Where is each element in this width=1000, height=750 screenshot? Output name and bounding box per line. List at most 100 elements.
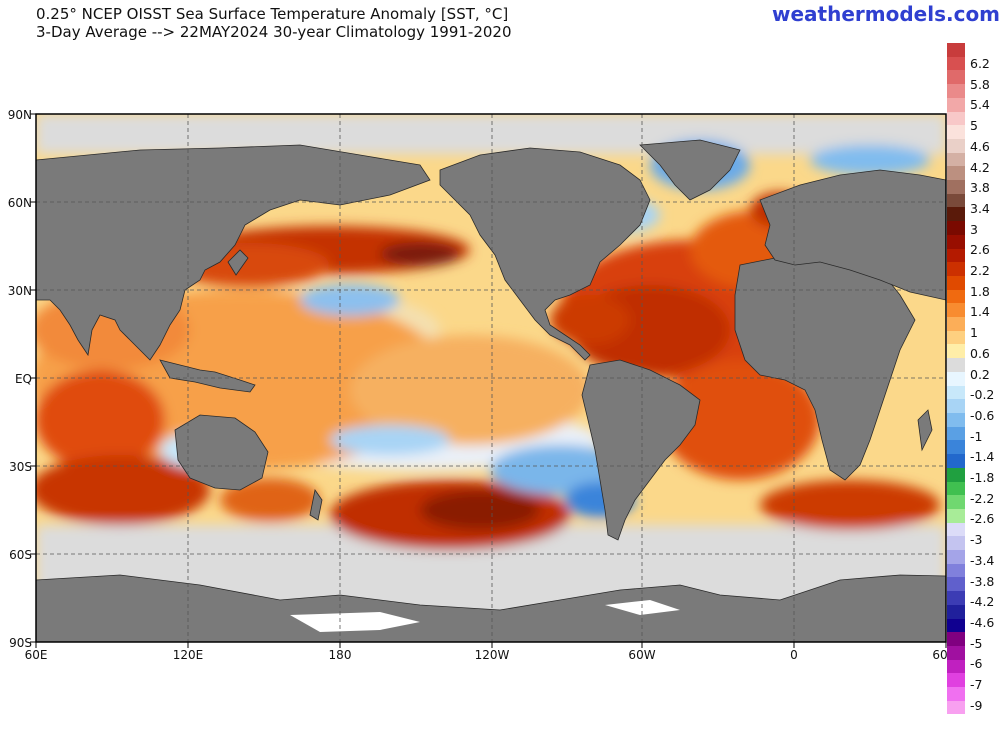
colorbar-swatch <box>947 454 965 468</box>
colorbar-tick-label: -0.6 <box>970 407 995 423</box>
colorbar <box>947 43 965 715</box>
lat-label-60s: 60S <box>9 548 32 562</box>
colorbar-swatch <box>947 563 965 578</box>
colorbar-tick-label: 4.6 <box>970 138 990 154</box>
colorbar-swatch <box>947 371 965 386</box>
colorbar-swatch <box>947 632 965 646</box>
eurasia-landmass <box>36 144 431 361</box>
colorbar-swatch <box>947 577 965 592</box>
lat-label-30s: 30S <box>9 460 32 474</box>
colorbar-swatch <box>947 330 965 345</box>
colorbar-tick-label: -2.2 <box>970 490 995 506</box>
colorbar-swatch <box>947 97 965 112</box>
colorbar-tick-label: -9 <box>970 697 983 713</box>
colorbar-tick-label: -6 <box>970 656 983 672</box>
colorbar-swatch <box>947 84 965 98</box>
colorbar-swatch <box>947 111 965 126</box>
ross-ice-shelf <box>290 612 420 632</box>
graticule <box>36 114 946 642</box>
colorbar-swatch <box>947 125 965 139</box>
colorbar-tick-label: 5.4 <box>970 97 990 113</box>
colorbar-swatch <box>947 508 965 523</box>
colorbar-swatch <box>947 317 965 331</box>
colorbar-swatch <box>947 399 965 413</box>
colorbar-tick-label: -0.2 <box>970 387 995 403</box>
colorbar-swatch <box>947 673 965 688</box>
colorbar-tick-label: -3 <box>970 532 983 548</box>
colorbar-tick-label: 3 <box>970 221 978 237</box>
colorbar-swatch <box>947 618 965 633</box>
colorbar-swatch <box>947 426 965 441</box>
colorbar-tick-label: 1.4 <box>970 304 990 320</box>
colorbar-swatch <box>947 536 965 551</box>
colorbar-swatch <box>947 234 965 249</box>
colorbar-swatch <box>947 591 965 605</box>
colorbar-swatch <box>947 522 965 537</box>
colorbar-tick-label: 4.2 <box>970 159 990 175</box>
colorbar-swatch <box>947 303 965 318</box>
ronne-ice-shelf <box>605 600 680 615</box>
colorbar-swatch <box>947 659 965 674</box>
lat-label-30n: 30N <box>7 284 32 298</box>
colorbar-tick-label: -4.2 <box>970 594 995 610</box>
colorbar-tick-label: 1.8 <box>970 283 990 299</box>
colorbar-tick-label: 2.2 <box>970 263 990 278</box>
colorbar-swatch <box>947 275 965 290</box>
colorbar-swatch <box>947 358 965 372</box>
colorbar-tick-label: -1 <box>970 428 983 444</box>
south-america-landmass <box>581 359 701 541</box>
brand-link[interactable]: weathermodels.com <box>772 2 1000 26</box>
map-title: 0.25° NCEP OISST Sea Surface Temperature… <box>36 5 512 41</box>
colorbar-swatch <box>947 43 965 57</box>
colorbar-swatch <box>947 289 965 304</box>
colorbar-tick-label: 2.6 <box>970 242 990 258</box>
colorbar-swatch <box>947 687 965 701</box>
colorbar-tick-label: 0.6 <box>970 345 990 361</box>
colorbar-swatch <box>947 700 965 715</box>
colorbar-tick-label: -4.6 <box>970 614 995 630</box>
colorbar-swatch <box>947 481 965 496</box>
colorbar-swatch <box>947 138 965 153</box>
colorbar-swatch <box>947 56 965 71</box>
colorbar-tick-label: -1.8 <box>970 470 995 485</box>
land-masses <box>36 139 946 642</box>
colorbar-swatch <box>947 550 965 564</box>
colorbar-swatch <box>947 152 965 167</box>
colorbar-swatch <box>947 344 965 359</box>
colorbar-tick-label: 3.4 <box>970 200 990 216</box>
colorbar-tick-label: -1.4 <box>970 449 995 465</box>
colorbar-swatch <box>947 467 965 482</box>
colorbar-swatch <box>947 166 965 181</box>
lon-label-180: 180 <box>328 648 352 662</box>
lon-label-60e: 60E <box>24 648 48 662</box>
colorbar-swatch <box>947 221 965 235</box>
colorbar-tick-label: -3.8 <box>970 573 995 589</box>
colorbar-tick-label: -5 <box>970 635 983 651</box>
colorbar-tick-label: 0.2 <box>970 366 990 382</box>
lon-label-120e: 120E <box>172 648 204 662</box>
australia-landmass <box>174 414 269 491</box>
lat-label-90s: 90S <box>9 636 32 650</box>
colorbar-tick-label: 6.2 <box>970 56 990 71</box>
title-line-1: 0.25° NCEP OISST Sea Surface Temperature… <box>36 5 509 23</box>
colorbar-tick-label: -2.6 <box>970 511 995 527</box>
europe-landmass <box>759 169 946 301</box>
colorbar-swatch <box>947 412 965 427</box>
lat-label-60n: 60N <box>7 196 32 210</box>
colorbar-swatch <box>947 70 965 85</box>
colorbar-tick-label: -3.4 <box>970 552 995 568</box>
antarctica-landmass <box>36 574 946 642</box>
colorbar-tick-label: -7 <box>970 677 983 692</box>
colorbar-tick-label: 5 <box>970 118 978 134</box>
colorbar-swatch <box>947 248 965 263</box>
colorbar-swatch <box>947 385 965 400</box>
colorbar-swatch <box>947 495 965 509</box>
lat-label-90n: 90N <box>7 108 32 122</box>
colorbar-tick-label: 3.8 <box>970 180 990 196</box>
axis-ticks <box>30 113 947 648</box>
colorbar-swatch <box>947 207 965 222</box>
colorbar-swatch <box>947 180 965 194</box>
colorbar-swatch <box>947 262 965 276</box>
lon-label-60: 60 <box>932 648 948 662</box>
north-america-landmass <box>439 147 651 361</box>
